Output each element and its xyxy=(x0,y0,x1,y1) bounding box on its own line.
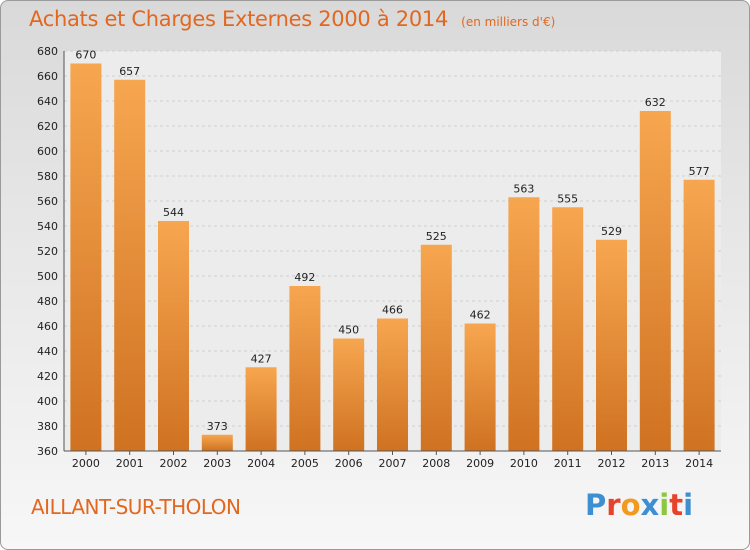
x-tick-label-2009: 2009 xyxy=(466,457,494,470)
value-label-2001: 657 xyxy=(119,65,140,78)
y-tick-label: 640 xyxy=(37,95,58,108)
logo-letter: t xyxy=(669,488,684,522)
x-tick-label-2005: 2005 xyxy=(291,457,319,470)
value-label-2013: 632 xyxy=(645,96,666,109)
logo-letter: P xyxy=(585,488,607,522)
bar-2002 xyxy=(158,221,189,451)
city-name: AILLANT-SUR-THOLON xyxy=(31,495,241,519)
bar-2007 xyxy=(377,318,408,451)
value-label-2010: 563 xyxy=(513,182,534,195)
chart-unit: (en milliers d'€) xyxy=(461,15,556,29)
x-tick-label-2014: 2014 xyxy=(685,457,713,470)
y-tick-label: 440 xyxy=(37,345,58,358)
x-tick-label-2013: 2013 xyxy=(641,457,669,470)
value-label-2014: 577 xyxy=(689,165,710,178)
bar-2010 xyxy=(508,197,540,451)
logo-letter: o xyxy=(620,488,641,522)
y-tick-label: 520 xyxy=(37,245,58,258)
y-tick-label: 600 xyxy=(37,145,58,158)
y-tick-label: 540 xyxy=(37,220,58,233)
bar-2000 xyxy=(70,63,102,451)
chart-title-block: Achats et Charges Externes 2000 à 2014 (… xyxy=(29,7,555,31)
logo-letter: r xyxy=(606,488,621,522)
bar-2004 xyxy=(245,367,277,451)
x-tick-label-2007: 2007 xyxy=(379,457,407,470)
value-label-2002: 544 xyxy=(163,206,184,219)
bar-2014 xyxy=(683,179,715,451)
value-label-2008: 525 xyxy=(426,230,447,243)
x-tick-label-2011: 2011 xyxy=(554,457,582,470)
logo-letter: i xyxy=(683,488,694,522)
y-tick-label: 580 xyxy=(37,170,58,183)
value-label-2000: 670 xyxy=(75,49,96,62)
x-tick-label-2006: 2006 xyxy=(335,457,363,470)
x-tick-label-2004: 2004 xyxy=(247,457,275,470)
y-tick-label: 560 xyxy=(37,195,58,208)
logo-letter: i xyxy=(659,488,670,522)
y-tick-label: 360 xyxy=(37,445,58,458)
x-tick-label-2002: 2002 xyxy=(160,457,188,470)
value-label-2005: 492 xyxy=(294,271,315,284)
x-tick-label-2012: 2012 xyxy=(598,457,626,470)
bar-2009 xyxy=(464,323,496,451)
bar-2001 xyxy=(114,79,146,451)
bar-2011 xyxy=(552,207,584,451)
x-tick-label-2003: 2003 xyxy=(203,457,231,470)
value-label-2003: 373 xyxy=(207,420,228,433)
x-tick-label-2000: 2000 xyxy=(72,457,100,470)
bar-2013 xyxy=(639,111,671,451)
y-tick-label: 400 xyxy=(37,395,58,408)
bar-2008 xyxy=(420,244,452,451)
bar-2005 xyxy=(289,286,321,451)
chart-title: Achats et Charges Externes 2000 à 2014 xyxy=(29,7,449,31)
bar-2003 xyxy=(201,434,233,451)
x-tick-label-2008: 2008 xyxy=(422,457,450,470)
y-tick-label: 620 xyxy=(37,120,58,133)
value-label-2012: 529 xyxy=(601,225,622,238)
value-label-2009: 462 xyxy=(470,309,491,322)
y-tick-label: 480 xyxy=(37,295,58,308)
y-tick-label: 660 xyxy=(37,70,58,83)
value-label-2011: 555 xyxy=(557,192,578,205)
value-label-2004: 427 xyxy=(251,352,272,365)
value-label-2007: 466 xyxy=(382,304,403,317)
x-tick-label-2001: 2001 xyxy=(116,457,144,470)
proxiti-logo: Proxiti xyxy=(585,488,693,522)
y-tick-label: 380 xyxy=(37,420,58,433)
bar-2006 xyxy=(333,338,365,451)
y-tick-label: 460 xyxy=(37,320,58,333)
y-tick-label: 500 xyxy=(37,270,58,283)
y-tick-label: 680 xyxy=(37,45,58,58)
bar-2012 xyxy=(596,239,627,451)
y-tick-label: 420 xyxy=(37,370,58,383)
value-label-2006: 450 xyxy=(338,324,359,337)
logo-letter: x xyxy=(640,488,660,522)
x-tick-label-2010: 2010 xyxy=(510,457,538,470)
